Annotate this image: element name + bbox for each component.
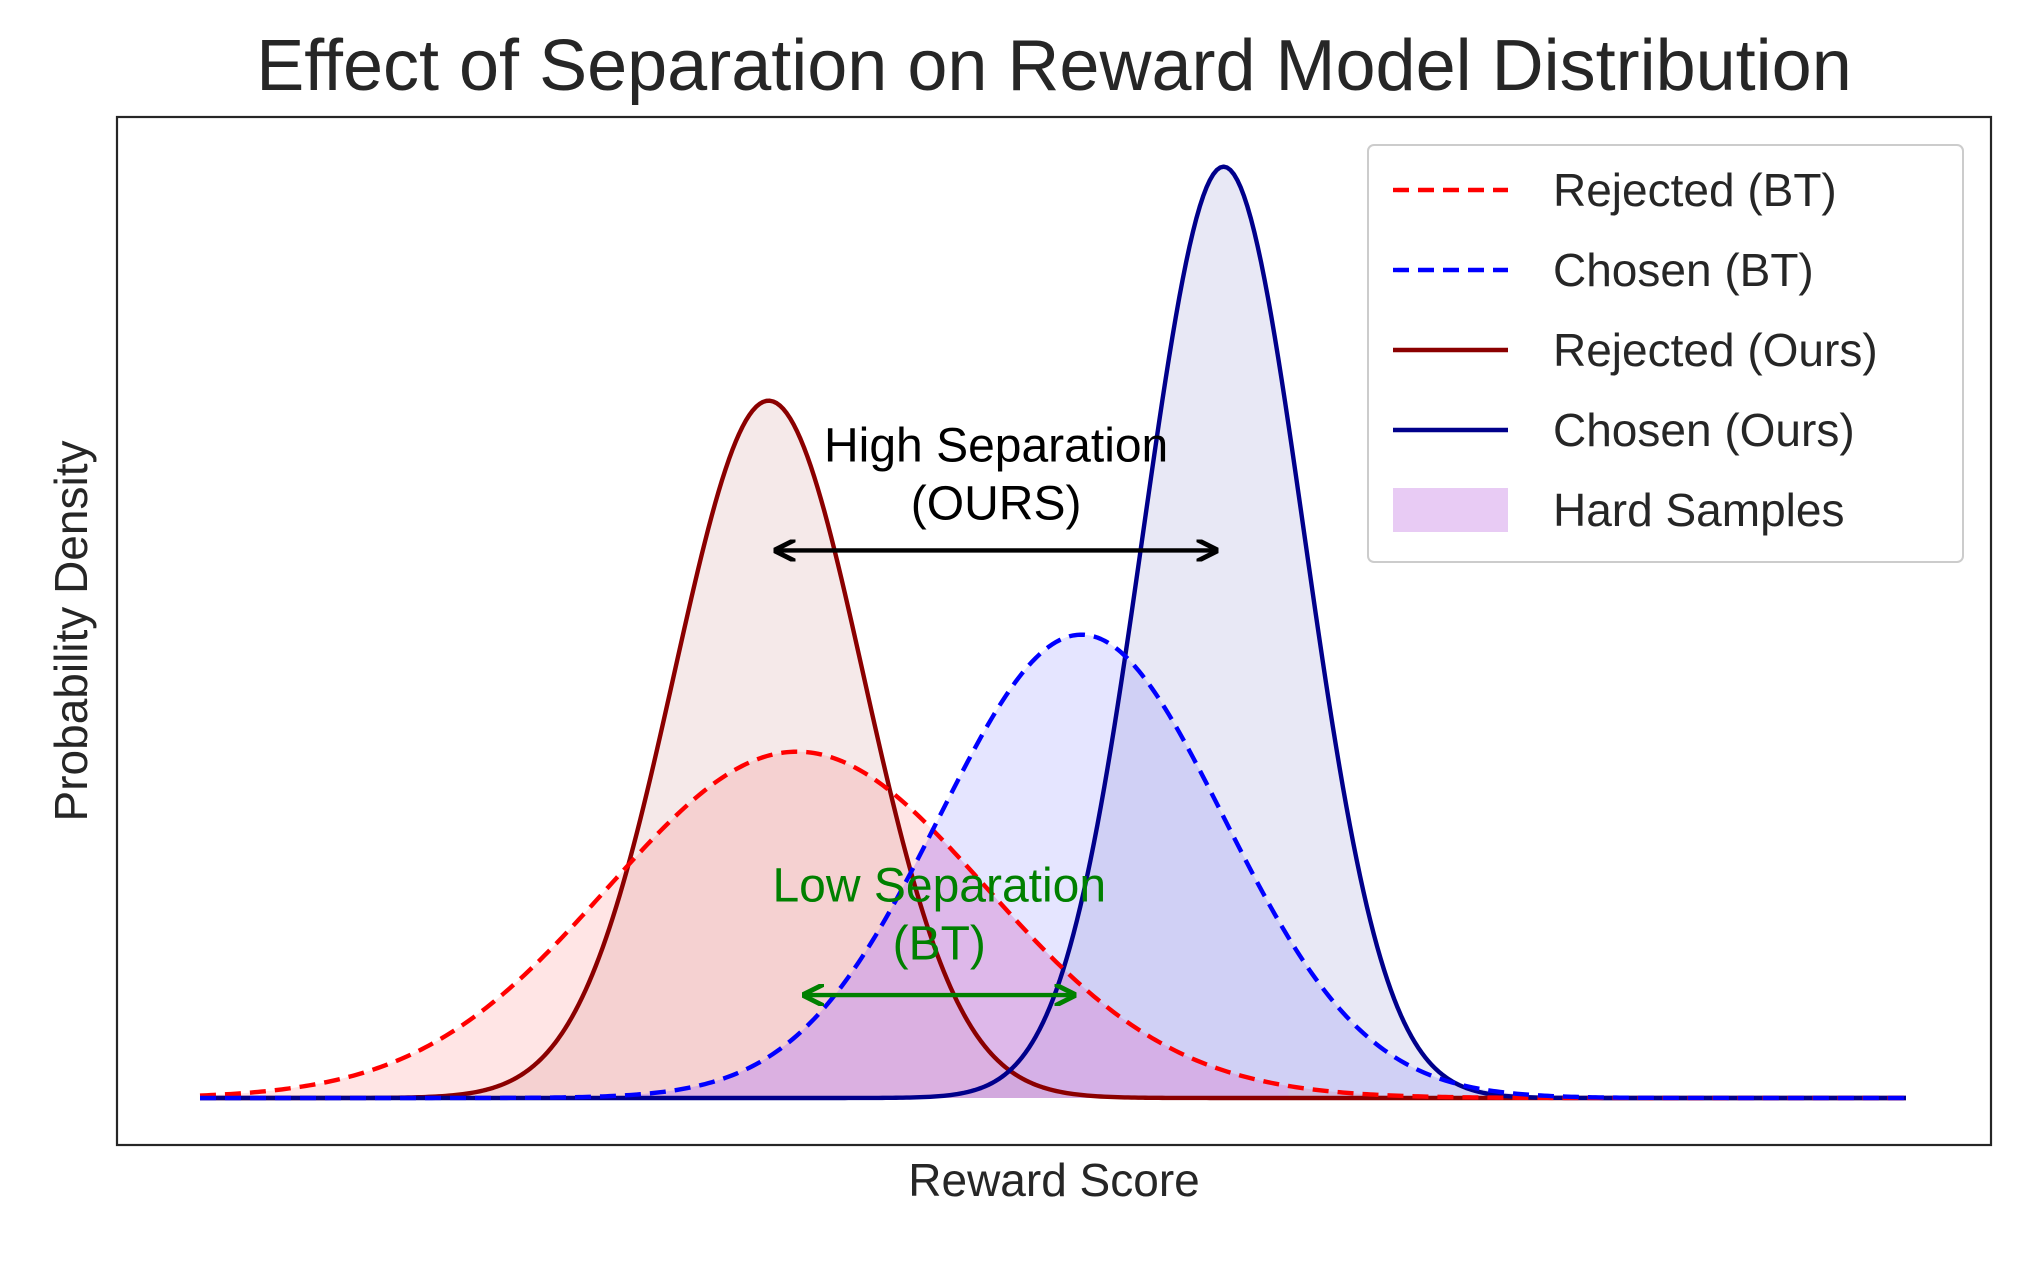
legend-label-chosen-ours: Chosen (Ours): [1553, 404, 1855, 456]
legend-label-rejected-ours: Rejected (Ours): [1553, 324, 1878, 376]
high-separation-label-line-1: High Separation: [824, 420, 1168, 473]
line-chosen-bt: [200, 632, 1906, 1101]
legend-label-chosen-bt: Chosen (BT): [1553, 244, 1814, 296]
chart-title: Effect of Separation on Reward Model Dis…: [256, 26, 1852, 106]
plot-frame: [115, 115, 1993, 1147]
legend-label-hard-samples: Hard Samples: [1553, 484, 1844, 536]
area-rejected-ours: [200, 400, 1906, 1099]
high-separation-label-line-2: (OURS): [911, 478, 1082, 531]
legend-frame: [1367, 144, 1964, 563]
x-axis-label: Reward Score: [908, 1154, 1199, 1206]
low-separation-label-line-1: Low Separation: [772, 859, 1106, 912]
annotation-layer: High Separation(OURS) Low Separation(BT): [772, 420, 1214, 996]
legend-label-rejected-bt: Rejected (BT): [1553, 164, 1837, 216]
area-rejected-bt: [200, 751, 1906, 1098]
plot-area: [199, 164, 1906, 1101]
legend-swatch-hard-samples: [1393, 488, 1508, 532]
area-hard-samples: [626, 830, 1289, 1098]
low-separation-label-line-2: (BT): [893, 917, 986, 970]
area-chosen-bt: [200, 634, 1906, 1098]
legend: Rejected (BT) Chosen (BT) Rejected (Ours) C…: [1367, 144, 1964, 563]
y-axis-label: Probability Density: [45, 441, 97, 822]
